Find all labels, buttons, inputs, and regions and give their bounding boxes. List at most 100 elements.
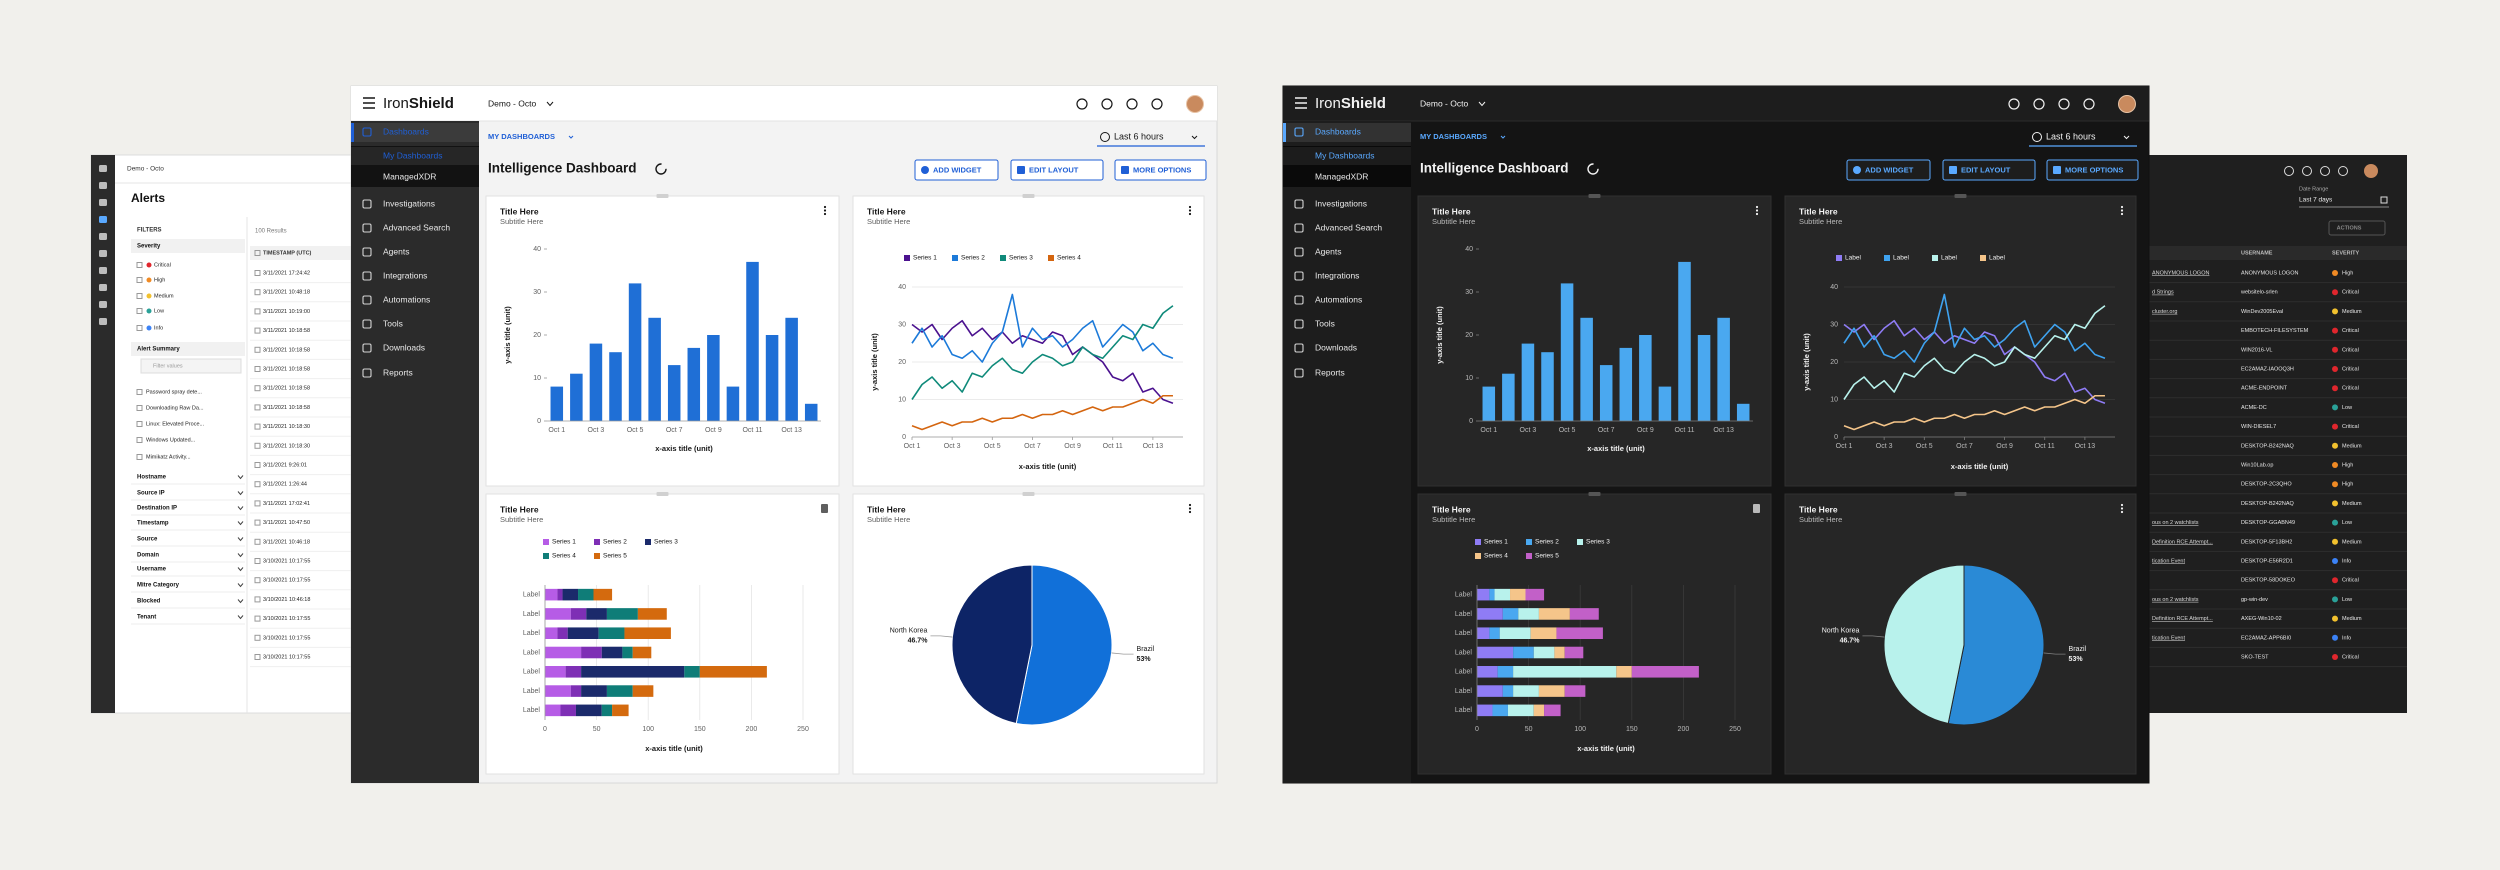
subnav-item[interactable]: My Dashboards [1315,150,1375,160]
nav-item[interactable]: Agents [383,246,409,256]
actions-button[interactable] [2328,220,2386,236]
nav-item[interactable]: Dashboards [383,126,429,136]
delete-icon[interactable] [1753,504,1760,513]
menu-button[interactable] [363,97,375,109]
drag-handle[interactable] [1022,492,1035,496]
toolbar-icon[interactable] [1076,98,1088,110]
filter-group[interactable]: Hostname [137,475,167,481]
nav-item[interactable]: Reports [1315,367,1345,377]
nav-item[interactable]: Integrations [383,270,427,280]
alert-link[interactable]: Definition RCE Attempt... [2152,539,2213,545]
drag-handle[interactable] [656,492,669,496]
nav-item[interactable]: Agents [1315,246,1341,256]
filter-group[interactable]: Tenant [137,615,156,621]
filter-group[interactable]: Username [137,567,167,573]
checkbox[interactable] [254,654,261,660]
checkbox[interactable] [136,277,143,283]
drag-handle[interactable] [1022,194,1035,198]
toolbar-icon[interactable] [1126,98,1138,110]
checkbox[interactable] [136,437,143,443]
drag-handle[interactable] [656,194,669,198]
nav-item[interactable]: Automations [1315,294,1362,304]
checkbox[interactable] [254,500,261,507]
filter-group[interactable]: Domain [137,553,159,559]
checkbox[interactable] [254,634,261,641]
toolbar-icon[interactable] [2284,166,2294,176]
checkbox[interactable] [254,308,261,315]
org-selector[interactable]: Demo - Octo [488,98,536,108]
action-button[interactable] [1010,159,1104,181]
time-range[interactable]: Last 6 hours [2046,131,2096,141]
subnav-item[interactable]: ManagedXDR [383,171,436,181]
nav-item[interactable]: Tools [383,318,403,328]
breadcrumb[interactable]: MY DASHBOARDS [488,132,555,141]
checkbox[interactable] [136,454,143,460]
filter-group[interactable]: Timestamp [137,521,169,527]
checkbox[interactable] [254,404,261,411]
org-selector[interactable]: Demo - Octo [1420,98,1468,108]
drag-handle[interactable] [1588,492,1601,496]
checkbox[interactable] [254,596,261,603]
alert-link[interactable]: ous on 2 watchlists [2152,597,2199,603]
nav-item[interactable]: Investigations [1315,198,1367,208]
date-value[interactable]: Last 7 days [2299,197,2333,204]
toolbar-icon[interactable] [2302,166,2312,176]
checkbox[interactable] [254,538,261,545]
menu-button[interactable] [1295,97,1307,109]
checkbox[interactable] [136,325,143,331]
checkbox[interactable] [254,289,261,296]
nav-item[interactable]: Integrations [1315,270,1359,280]
delete-icon[interactable] [821,504,828,513]
nav-item[interactable]: Downloads [383,342,425,352]
breadcrumb[interactable]: MY DASHBOARDS [1420,132,1487,141]
checkbox[interactable] [254,615,261,622]
filter-group[interactable]: Source IP [137,491,165,497]
nav-item[interactable]: Downloads [1315,342,1357,352]
avatar[interactable] [2118,95,2136,113]
toolbar-icon[interactable] [2008,98,2020,110]
action-button[interactable] [1114,159,1207,181]
subnav-item[interactable]: My Dashboards [383,150,443,160]
checkbox[interactable] [254,385,261,392]
action-button[interactable] [2046,159,2139,181]
checkbox[interactable] [254,481,261,488]
filter-group[interactable]: Blocked [137,599,161,605]
nav-item[interactable]: Advanced Search [383,222,450,232]
checkbox[interactable] [254,462,261,468]
refresh-icon[interactable] [655,163,667,175]
subnav-item[interactable]: ManagedXDR [1315,171,1368,181]
filter-group[interactable]: Destination IP [137,506,177,512]
alert-link[interactable]: cluster.org [2152,309,2177,315]
checkbox[interactable] [254,558,261,564]
action-button[interactable] [914,159,999,181]
nav-item[interactable]: Advanced Search [1315,222,1382,232]
checkbox[interactable] [254,519,261,526]
toolbar-icon[interactable] [1101,98,1113,110]
nav-item[interactable]: Automations [383,294,430,304]
checkbox[interactable] [254,366,261,372]
drag-handle[interactable] [1954,492,1967,496]
checkbox[interactable] [254,423,261,430]
checkbox[interactable] [136,421,143,427]
toolbar-icon[interactable] [2083,98,2095,110]
alert-link[interactable]: d Strings [2152,290,2174,296]
alert-link[interactable]: tication Event [2152,635,2185,641]
toolbar-icon[interactable] [2033,98,2045,110]
filter-group[interactable]: Source [137,537,158,543]
checkbox[interactable] [254,327,261,334]
avatar[interactable] [1186,95,1204,113]
toolbar-icon[interactable] [1151,98,1163,110]
time-range[interactable]: Last 6 hours [1114,131,1164,141]
action-button[interactable] [1846,159,1931,181]
action-button[interactable] [1942,159,2036,181]
search-box[interactable] [140,358,242,374]
alert-link[interactable]: ANONYMOUS LOGON [2152,270,2209,276]
alert-link[interactable]: tication Event [2152,558,2185,564]
nav-item[interactable]: Investigations [383,198,435,208]
checkbox[interactable] [136,308,143,314]
nav-item[interactable]: Dashboards [1315,126,1361,136]
toolbar-icon[interactable] [2338,166,2348,176]
checkbox[interactable] [254,442,261,449]
checkbox[interactable] [136,389,143,395]
checkbox[interactable] [254,577,261,584]
